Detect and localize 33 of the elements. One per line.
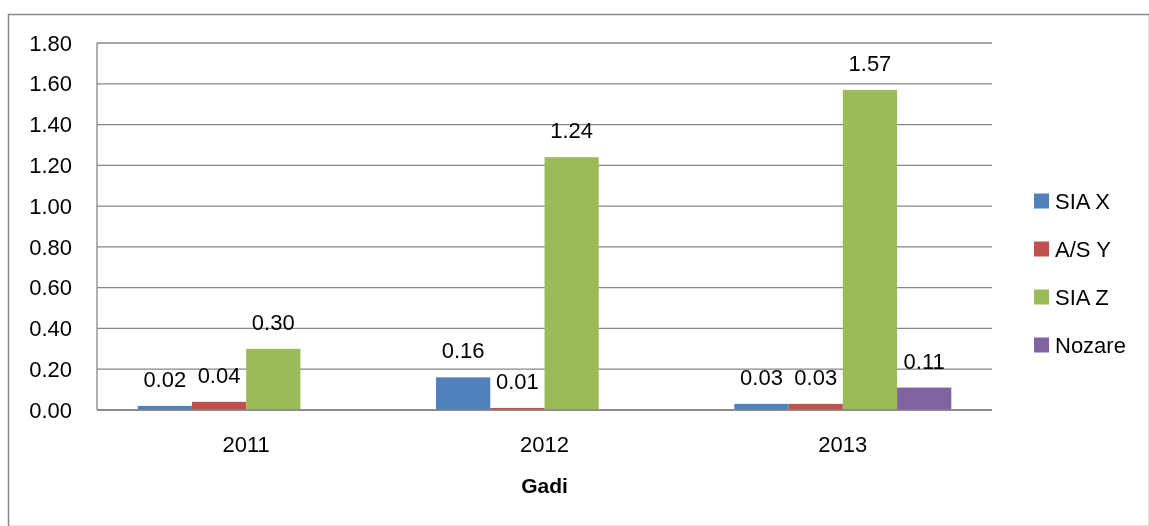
y-tick-label: 1.20 — [29, 153, 72, 179]
legend-label: SIA Z — [1055, 284, 1109, 310]
bar — [544, 157, 599, 410]
y-tick-label: 0.40 — [29, 316, 72, 342]
data-label: 0.11 — [903, 348, 945, 374]
data-label: 0.04 — [197, 362, 241, 388]
data-label: 1.57 — [848, 50, 892, 76]
bar — [842, 89, 898, 410]
legend-label: A/S Y — [1055, 236, 1112, 262]
y-tick-label: 0.20 — [29, 356, 72, 382]
data-label: 0.16 — [441, 338, 485, 364]
y-tick-label: 0.80 — [29, 234, 72, 260]
data-label: 0.03 — [740, 364, 783, 390]
bar — [246, 348, 301, 410]
data-label: 0.02 — [143, 366, 187, 392]
x-tick-label: 2013 — [818, 432, 868, 457]
y-tick-label: 1.80 — [29, 30, 72, 56]
legend-label: Nozare — [1055, 332, 1126, 358]
y-tick-label: 0.60 — [29, 275, 72, 301]
data-label: 1.24 — [550, 118, 594, 144]
bar — [897, 387, 952, 410]
y-tick-label: 1.60 — [29, 71, 72, 97]
bar — [436, 377, 491, 410]
y-tick-label: 0.00 — [29, 397, 72, 423]
y-tick-label: 1.40 — [29, 112, 72, 138]
x-tick-label: 2011 — [222, 432, 270, 457]
data-label: 0.30 — [251, 309, 295, 335]
data-label: 0.03 — [794, 364, 838, 390]
x-tick-label: 2012 — [520, 432, 569, 457]
x-axis-title: Gadi — [521, 474, 568, 497]
legend-label: SIA X — [1055, 188, 1111, 214]
y-tick-label: 1.00 — [29, 193, 72, 219]
data-label: 0.01 — [495, 368, 539, 394]
